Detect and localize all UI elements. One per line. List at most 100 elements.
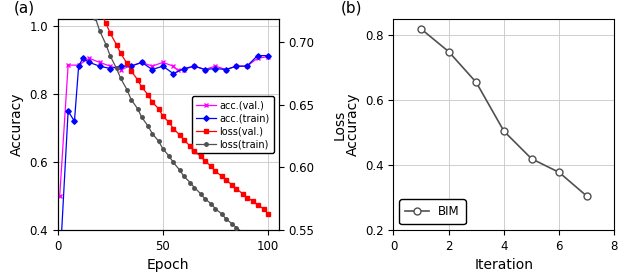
loss(val.): [232, 187, 240, 190]
acc.(train): [64, 109, 72, 113]
acc.(val.): [253, 57, 261, 60]
acc.(val.): [243, 64, 251, 68]
loss(train): [264, 251, 272, 254]
acc.(val.): [264, 55, 272, 58]
acc.(val.): [212, 64, 220, 68]
loss(val.): [176, 133, 184, 136]
acc.(val.): [138, 61, 146, 64]
acc.(train): [148, 68, 156, 71]
loss(train): [170, 161, 177, 164]
acc.(train): [222, 68, 230, 71]
loss(val.): [102, 22, 110, 25]
loss(val.): [127, 69, 135, 73]
acc.(train): [201, 68, 209, 71]
loss(val.): [186, 144, 194, 148]
acc.(train): [127, 64, 135, 68]
acc.(val.): [170, 64, 177, 68]
acc.(train): [170, 72, 177, 75]
X-axis label: Epoch: Epoch: [147, 258, 189, 272]
loss(train): [124, 88, 131, 92]
loss(train): [222, 217, 230, 221]
loss(val.): [197, 155, 205, 158]
loss(train): [253, 244, 261, 247]
loss(val.): [113, 43, 120, 46]
acc.(train): [253, 54, 261, 57]
loss(val.): [155, 107, 163, 110]
loss(train): [96, 29, 104, 33]
BIM: [445, 50, 452, 53]
Line: acc.(val.): acc.(val.): [57, 54, 271, 199]
acc.(val.): [159, 61, 166, 64]
loss(train): [207, 202, 215, 206]
loss(train): [102, 43, 110, 46]
loss(train): [159, 147, 166, 150]
acc.(val.): [64, 64, 72, 67]
acc.(val.): [201, 68, 209, 71]
acc.(train): [79, 57, 86, 60]
loss(train): [144, 124, 152, 128]
acc.(train): [243, 64, 251, 68]
acc.(train): [117, 64, 125, 68]
loss(train): [250, 240, 257, 243]
acc.(train): [191, 64, 198, 68]
loss(train): [134, 107, 141, 110]
acc.(train): [180, 67, 188, 70]
acc.(train): [138, 61, 146, 64]
loss(train): [117, 77, 125, 80]
acc.(val.): [106, 64, 114, 68]
loss(val.): [165, 121, 173, 124]
loss(train): [148, 132, 156, 135]
loss(val.): [117, 52, 125, 55]
acc.(train): [70, 120, 78, 123]
loss(val.): [243, 196, 251, 199]
acc.(train): [85, 61, 93, 64]
loss(val.): [144, 93, 152, 96]
loss(train): [260, 247, 268, 251]
loss(val.): [106, 32, 114, 35]
Legend: acc.(val.), acc.(train), loss(val.), loss(train): acc.(val.), acc.(train), loss(val.), los…: [193, 96, 274, 153]
loss(train): [186, 181, 194, 184]
acc.(val.): [117, 68, 125, 71]
loss(val.): [96, 9, 104, 12]
loss(train): [180, 175, 188, 178]
loss(val.): [228, 183, 236, 187]
acc.(val.): [232, 64, 240, 68]
loss(train): [218, 212, 225, 216]
acc.(val.): [173, 68, 181, 72]
acc.(val.): [180, 68, 188, 71]
loss(train): [197, 192, 205, 195]
X-axis label: Iteration: Iteration: [474, 258, 533, 272]
acc.(train): [159, 64, 166, 68]
Line: acc.(train): acc.(train): [58, 54, 270, 270]
BIM: [472, 81, 480, 84]
loss(train): [106, 54, 114, 58]
loss(train): [113, 67, 120, 70]
loss(val.): [207, 165, 215, 168]
loss(train): [165, 155, 173, 158]
loss(val.): [191, 150, 198, 153]
Line: loss(val.): loss(val.): [58, 0, 270, 216]
acc.(val.): [96, 61, 104, 64]
loss(val.): [222, 178, 230, 182]
acc.(val.): [56, 195, 63, 198]
loss(train): [239, 231, 246, 234]
BIM: [500, 130, 508, 133]
acc.(train): [75, 64, 83, 68]
acc.(val.): [148, 64, 156, 68]
loss(train): [85, 0, 93, 2]
acc.(val.): [85, 57, 93, 60]
Text: (b): (b): [340, 1, 362, 16]
BIM: [583, 195, 591, 198]
BIM: [556, 171, 563, 174]
Line: loss(train): loss(train): [58, 0, 270, 255]
loss(val.): [180, 138, 188, 142]
loss(val.): [201, 159, 209, 163]
loss(train): [201, 197, 209, 201]
Line: BIM: BIM: [417, 25, 590, 199]
loss(val.): [212, 170, 220, 173]
loss(train): [92, 17, 99, 20]
acc.(train): [96, 64, 104, 68]
loss(train): [191, 186, 198, 189]
loss(val.): [159, 115, 166, 118]
BIM: [528, 157, 536, 160]
